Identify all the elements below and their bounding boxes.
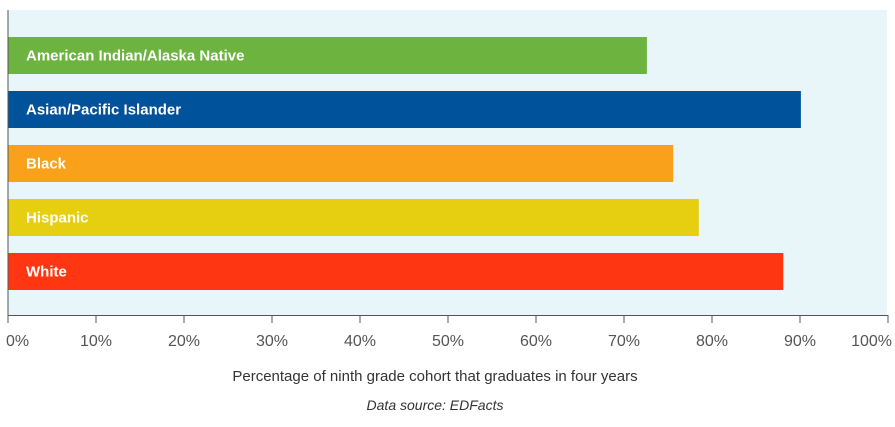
x-tick-label: 10% [80, 333, 112, 350]
bar [8, 145, 674, 182]
x-tick-label: 50% [432, 333, 464, 350]
x-tick-label: 40% [344, 333, 376, 350]
x-tick-label: 0% [6, 333, 29, 350]
x-ticks-group: 0% 10% 20% 30% 40% 50% 60% 70% 80% 90% 100% [6, 315, 892, 350]
x-tick-label: 100% [851, 333, 892, 350]
x-tick-label: 70% [608, 333, 640, 350]
bars-group: American Indian/Alaska Native Asian/Pacif… [8, 37, 801, 290]
bar-label: Hispanic [26, 210, 89, 227]
bar [8, 199, 699, 236]
bar-label: Asian/Pacific Islander [26, 102, 181, 119]
x-tick-label: 60% [520, 333, 552, 350]
x-tick-label: 30% [256, 333, 288, 350]
bar [8, 37, 647, 74]
bar [8, 91, 801, 128]
x-tick-label: 90% [784, 333, 816, 350]
bar [8, 253, 784, 290]
bar-label: American Indian/Alaska Native [26, 48, 244, 65]
x-tick-label: 20% [168, 333, 200, 350]
x-tick-label: 80% [696, 333, 728, 350]
x-axis-title: Percentage of ninth grade cohort that gr… [232, 368, 637, 385]
data-source-note: Data source: EDFacts [367, 397, 504, 413]
bar-label: Black [26, 156, 67, 173]
bar-label: White [26, 264, 67, 281]
